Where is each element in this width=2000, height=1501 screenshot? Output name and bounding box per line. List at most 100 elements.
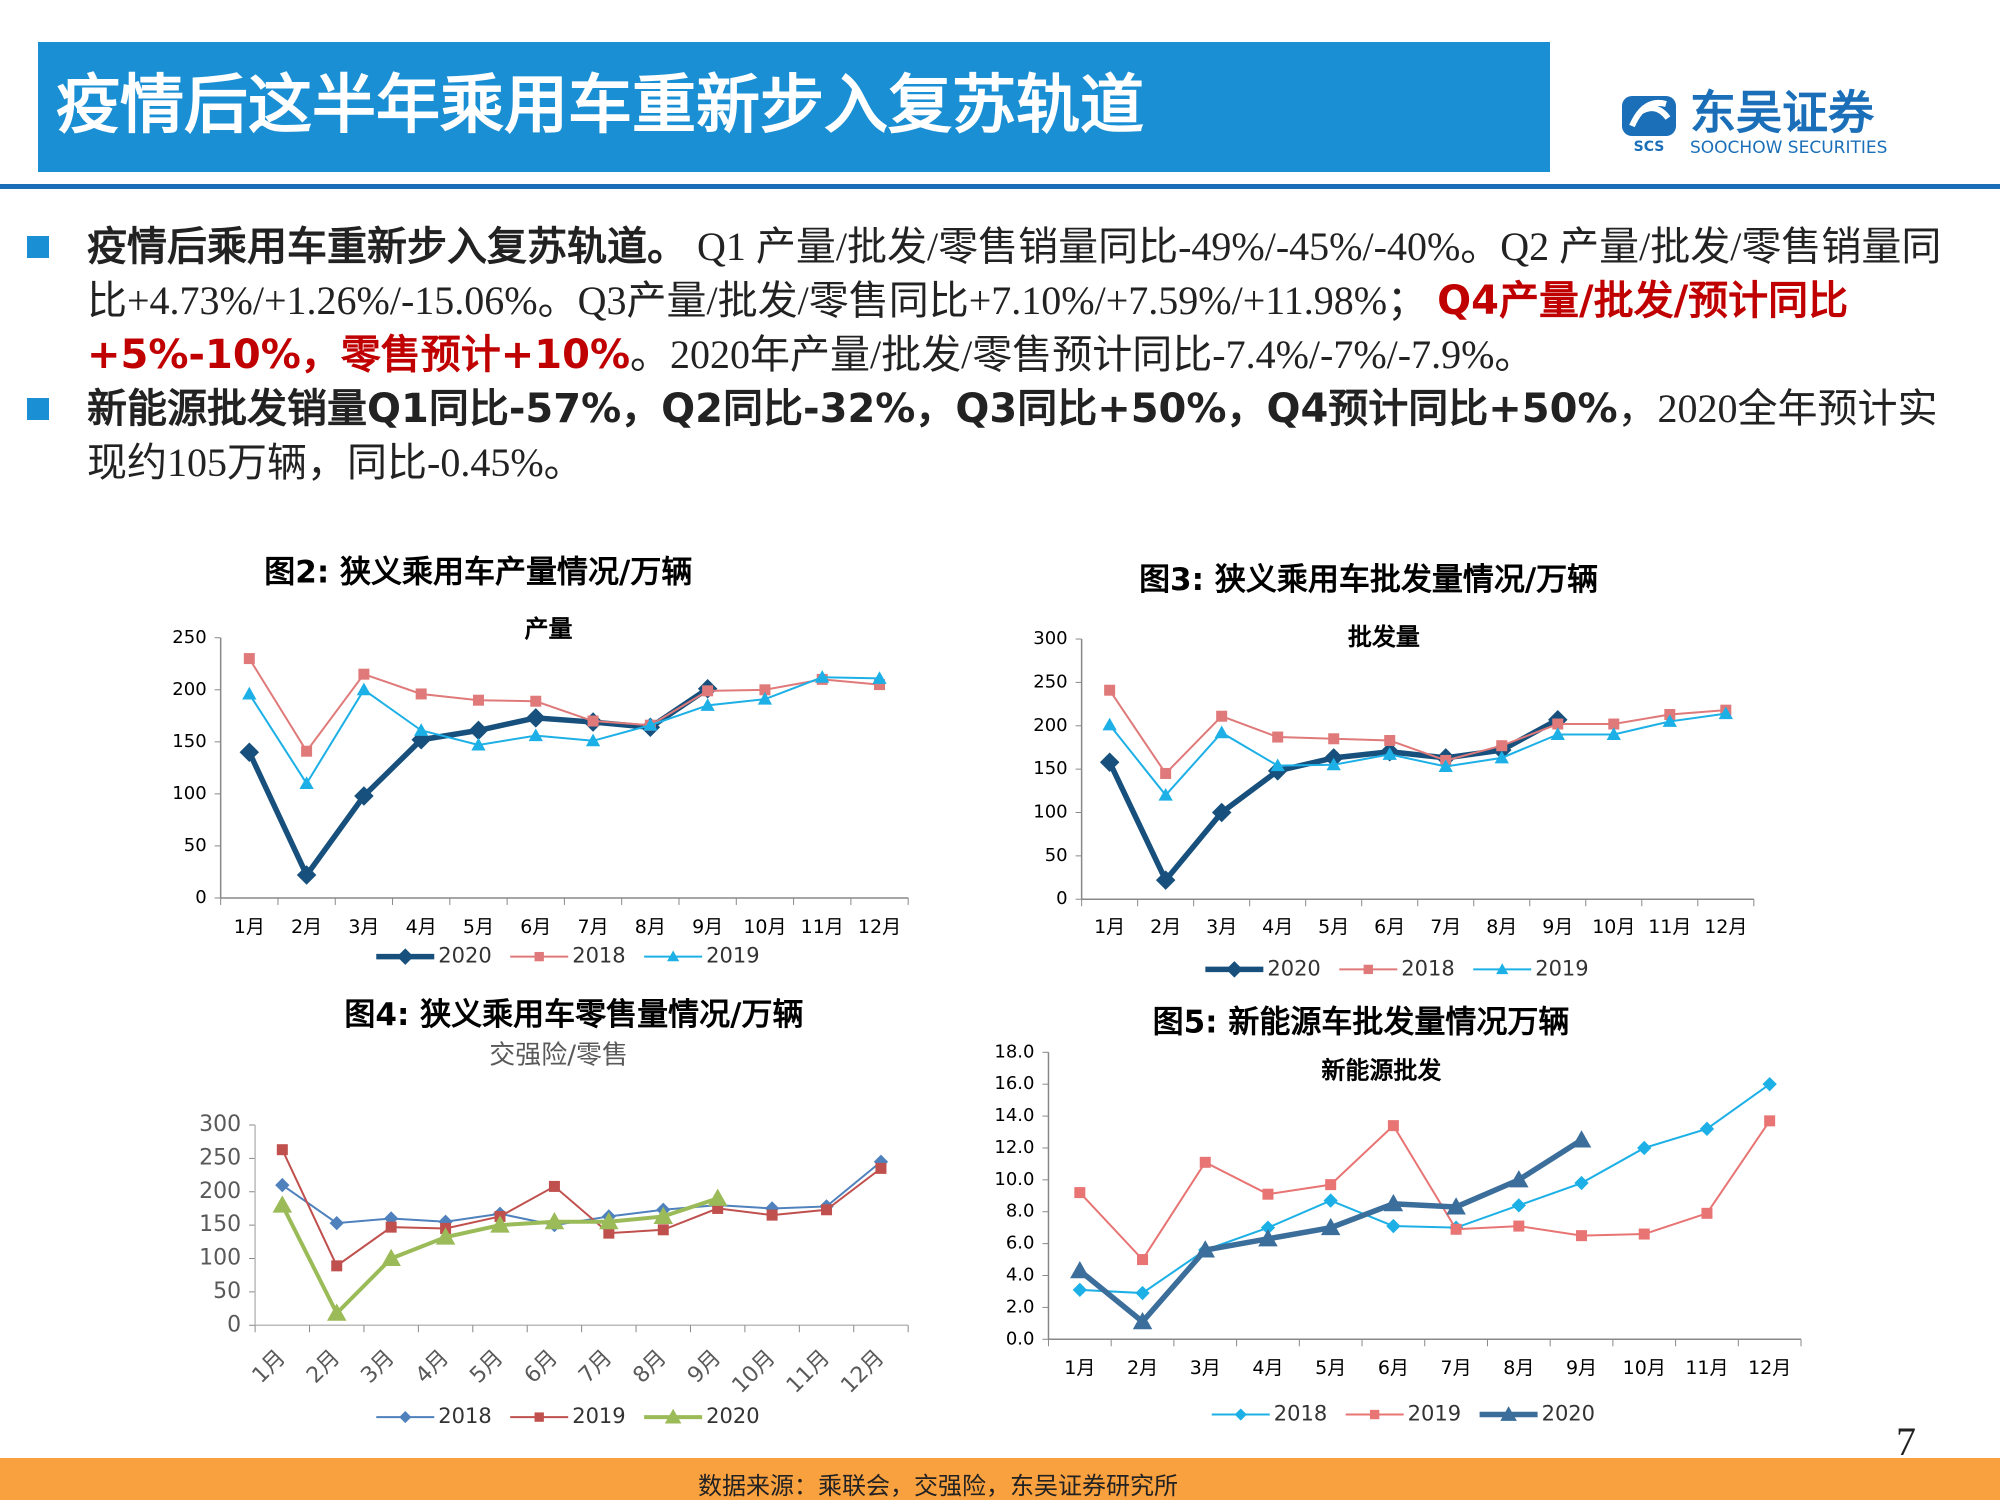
series-line — [246, 686, 710, 881]
marker — [1214, 725, 1229, 739]
legend-label: 2018 — [438, 1404, 491, 1428]
bullet: 疫情后乘用车重新步入复苏轨道。 Q1 产量/批发/零售销量同比-49%/-45%… — [27, 220, 1957, 382]
x-tick-label: 12月 — [836, 1345, 889, 1398]
legend-label: 2018 — [1401, 956, 1454, 980]
x-tick-label: 7月 — [1441, 1357, 1472, 1379]
marker — [1234, 1408, 1247, 1421]
marker — [534, 951, 544, 962]
marker — [1216, 710, 1228, 722]
marker — [1369, 1409, 1380, 1420]
x-tick-label: 5月 — [465, 1345, 508, 1388]
y-tick-label: 12.0 — [994, 1137, 1034, 1158]
bullet-square — [27, 398, 49, 420]
marker — [381, 1248, 401, 1267]
marker — [1608, 718, 1620, 730]
legend-label: 2018 — [572, 944, 625, 968]
marker — [700, 698, 715, 711]
y-tick-label: 14.0 — [994, 1105, 1034, 1126]
marker — [1662, 714, 1677, 727]
chart-subtitle: 交强险/零售 — [489, 1041, 628, 1071]
series-line — [281, 1160, 882, 1227]
marker — [599, 1212, 619, 1230]
marker — [815, 670, 830, 683]
legend-label: 2020 — [1267, 956, 1320, 980]
y-tick-label: 150 — [1033, 758, 1067, 779]
x-tick-label: 8月 — [635, 916, 666, 938]
marker — [490, 1215, 510, 1233]
x-tick-label: 10月 — [1592, 916, 1635, 938]
chart-subtitle: 产量 — [524, 615, 572, 643]
marker — [1363, 964, 1373, 975]
marker — [1074, 1187, 1086, 1199]
series-line — [1108, 712, 1726, 797]
header-title: 疫情后这半年乘用车重新步入复苏轨道 — [56, 69, 1144, 143]
marker — [354, 786, 374, 806]
x-tick-label: 10月 — [728, 1345, 781, 1398]
x-tick-label: 2月 — [302, 1345, 345, 1388]
marker — [1226, 961, 1243, 978]
header-bar — [38, 42, 1550, 172]
y-tick-label: 4.0 — [1006, 1265, 1035, 1286]
marker — [1135, 1285, 1150, 1301]
x-tick-label: 6月 — [1378, 1357, 1409, 1379]
x-tick-label: 8月 — [1486, 916, 1517, 938]
y-tick-label: 200 — [199, 1179, 241, 1204]
bullet-text: Q4产量/批发/预计同比+5%-10%，零售预计+10% — [87, 278, 1849, 378]
marker — [1550, 727, 1565, 740]
source-note: 数据来源：乘联会，交强险，东吴证券研究所 — [698, 1472, 1178, 1500]
x-tick-label: 10月 — [743, 916, 786, 938]
y-tick-label: 100 — [172, 783, 206, 804]
marker — [1155, 870, 1176, 890]
x-tick-label: 8月 — [629, 1345, 672, 1388]
marker — [471, 737, 486, 751]
marker — [667, 950, 680, 962]
marker — [356, 682, 372, 696]
marker — [875, 1162, 887, 1174]
y-tick-label: 50 — [1045, 845, 1068, 866]
y-tick-label: 6.0 — [1006, 1233, 1035, 1254]
x-tick-label: 1月 — [234, 916, 265, 938]
bullet-text: 新能源批发销量Q1同比-57%，Q2同比-32%，Q3同比+50%，Q4预计同比… — [87, 386, 1618, 432]
x-tick-label: 6月 — [520, 1345, 563, 1388]
y-tick-label: 8.0 — [1006, 1201, 1035, 1222]
y-tick-label: 250 — [1033, 671, 1067, 692]
legend-label: 2019 — [1535, 956, 1588, 980]
x-tick-label: 4月 — [1262, 916, 1293, 938]
y-tick-label: 100 — [1033, 802, 1067, 823]
legend-label: 2020 — [706, 1404, 759, 1428]
x-tick-label: 7月 — [578, 916, 609, 938]
marker — [707, 1188, 728, 1206]
x-tick-label: 9月 — [1542, 916, 1573, 938]
marker — [1326, 757, 1341, 771]
x-tick-label: 3月 — [357, 1345, 400, 1388]
marker — [1158, 788, 1173, 801]
marker — [414, 723, 429, 736]
marker — [299, 776, 314, 789]
marker — [764, 1201, 780, 1216]
marker — [1328, 733, 1340, 745]
marker — [1211, 802, 1232, 823]
y-tick-label: 10.0 — [994, 1169, 1034, 1190]
x-tick-label: 10月 — [1623, 1357, 1666, 1379]
logo-swirl — [1629, 100, 1671, 128]
marker — [585, 733, 601, 747]
marker — [1320, 1217, 1341, 1236]
marker — [587, 715, 599, 727]
y-tick-label: 2.0 — [1006, 1296, 1035, 1317]
marker — [528, 728, 543, 742]
bullet: 新能源批发销量Q1同比-57%，Q2同比-32%，Q3同比+50%，Q4预计同比… — [27, 382, 1957, 490]
legend-label: 2019 — [572, 1404, 625, 1428]
marker — [415, 688, 427, 700]
marker — [1262, 1188, 1274, 1200]
y-tick-label: 250 — [172, 627, 206, 648]
marker — [1496, 740, 1508, 752]
marker — [1199, 1156, 1211, 1168]
x-tick-label: 9月 — [692, 916, 723, 938]
marker — [1384, 735, 1396, 747]
marker — [1638, 1228, 1650, 1240]
x-tick-label: 2月 — [291, 916, 322, 938]
y-tick-label: 50 — [184, 835, 207, 856]
